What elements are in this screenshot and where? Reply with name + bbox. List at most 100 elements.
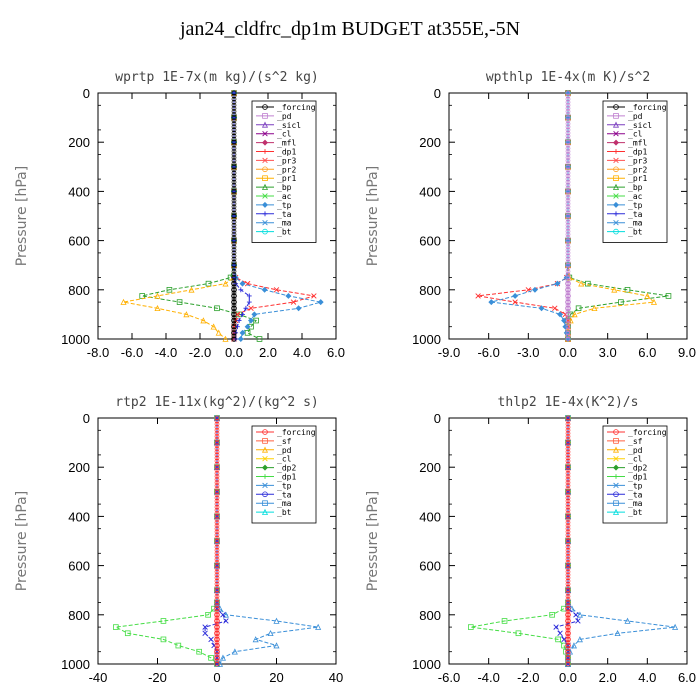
x-tick-label: 2.0 [259,345,277,360]
legend-marker [262,438,268,444]
legend-entry: _pr3 [277,156,296,165]
zero-profile-marker [231,253,237,259]
zero-profile-marker [565,272,571,277]
zero-profile-marker [565,155,571,160]
data-point [231,275,237,280]
zero-profile-marker [565,446,571,452]
zero-profile-marker [214,421,220,427]
zero-profile-marker [214,627,220,633]
legend-entry: _dp1 [277,148,296,157]
legend-entry: _pd [277,446,292,455]
zero-profile-marker [214,483,220,488]
data-point [591,304,598,312]
zero-profile-marker [565,136,571,142]
data-point [222,611,229,618]
zero-profile-marker [565,299,571,305]
zero-profile-marker [231,139,237,145]
zero-profile-marker [214,498,220,504]
zero-profile-marker [565,535,571,541]
zero-profile-marker [565,225,571,231]
zero-profile-marker [214,581,220,587]
zero-profile-marker [565,146,571,151]
zero-profile-marker [231,299,237,305]
zero-profile-marker [565,315,571,320]
x-tick-label: 4.0 [638,670,656,685]
zero-profile-marker [231,155,237,160]
data-point [231,238,237,243]
zero-profile-marker [231,296,237,302]
zero-profile-marker [565,281,571,286]
zero-profile-marker [565,327,571,333]
y-tick-label: 800 [419,283,441,298]
zero-profile-marker [565,630,571,636]
zero-profile-marker [565,440,571,445]
zero-profile-marker [231,112,237,117]
zero-profile-marker [565,517,571,522]
legend-entry: _forcing [277,103,316,112]
legend-marker [613,474,619,479]
zero-profile-marker [565,658,571,664]
legend-entry: _cl [628,130,643,139]
legend-entry: _ta [628,210,643,219]
y-tick-label: 0 [83,86,90,101]
zero-profile-marker [565,640,571,645]
x-tick-label: -2.0 [189,345,211,360]
zero-profile-marker [565,222,571,228]
data-point [549,612,555,618]
data-point [200,317,207,324]
zero-profile-marker [231,232,237,237]
zero-profile-marker [565,336,571,342]
data-point [564,660,572,667]
legend-marker [262,228,268,235]
zero-profile-marker [565,581,571,587]
data-point [567,317,574,324]
data-point [565,299,571,305]
zero-profile-marker [231,201,237,207]
legend-marker [612,183,620,190]
zero-profile-marker [214,523,220,528]
data-point [219,654,226,661]
legend-entry: _dp1 [628,473,647,482]
zero-profile-marker [565,507,571,513]
data-point [552,305,558,311]
data-point [231,189,237,194]
zero-profile-marker [565,124,571,130]
zero-profile-marker [565,523,571,528]
legend-entry: _forcing [277,428,316,437]
zero-profile-marker [214,477,220,482]
zero-profile-marker [565,293,571,299]
zero-profile-marker [565,275,571,280]
data-point [231,293,237,299]
zero-profile-marker [565,290,571,296]
data-point [154,292,161,299]
zero-profile-marker [214,415,220,421]
x-tick-label: -4.0 [155,345,177,360]
zero-profile-marker [231,198,237,203]
zero-profile-marker [231,93,237,99]
zero-profile-marker [565,600,571,605]
data-point [240,312,245,317]
zero-profile-marker [214,658,220,664]
y-tick-label: 600 [419,559,441,574]
legend-marker [262,113,268,119]
x-tick-label: 4.0 [293,345,311,360]
zero-profile-marker [565,235,571,240]
legend-entry: _mfl [277,139,296,148]
legend-entry: _ma [628,499,643,508]
data-point [565,286,571,293]
data-point [214,305,220,312]
zero-profile-marker [231,167,237,173]
data-point [237,336,244,342]
data-point [176,299,183,305]
x-tick-label: 0.0 [225,345,243,360]
data-point [501,618,508,624]
zero-profile-marker [231,176,237,182]
zero-profile-marker [214,630,220,636]
zero-profile-marker [565,210,571,216]
data-point [160,636,167,643]
data-point [273,642,280,649]
y-axis-label: Pressure [hPa] [14,491,30,591]
zero-profile-marker [231,333,237,339]
x-tick-label: -6.0 [477,345,499,360]
zero-profile-marker [565,554,571,559]
